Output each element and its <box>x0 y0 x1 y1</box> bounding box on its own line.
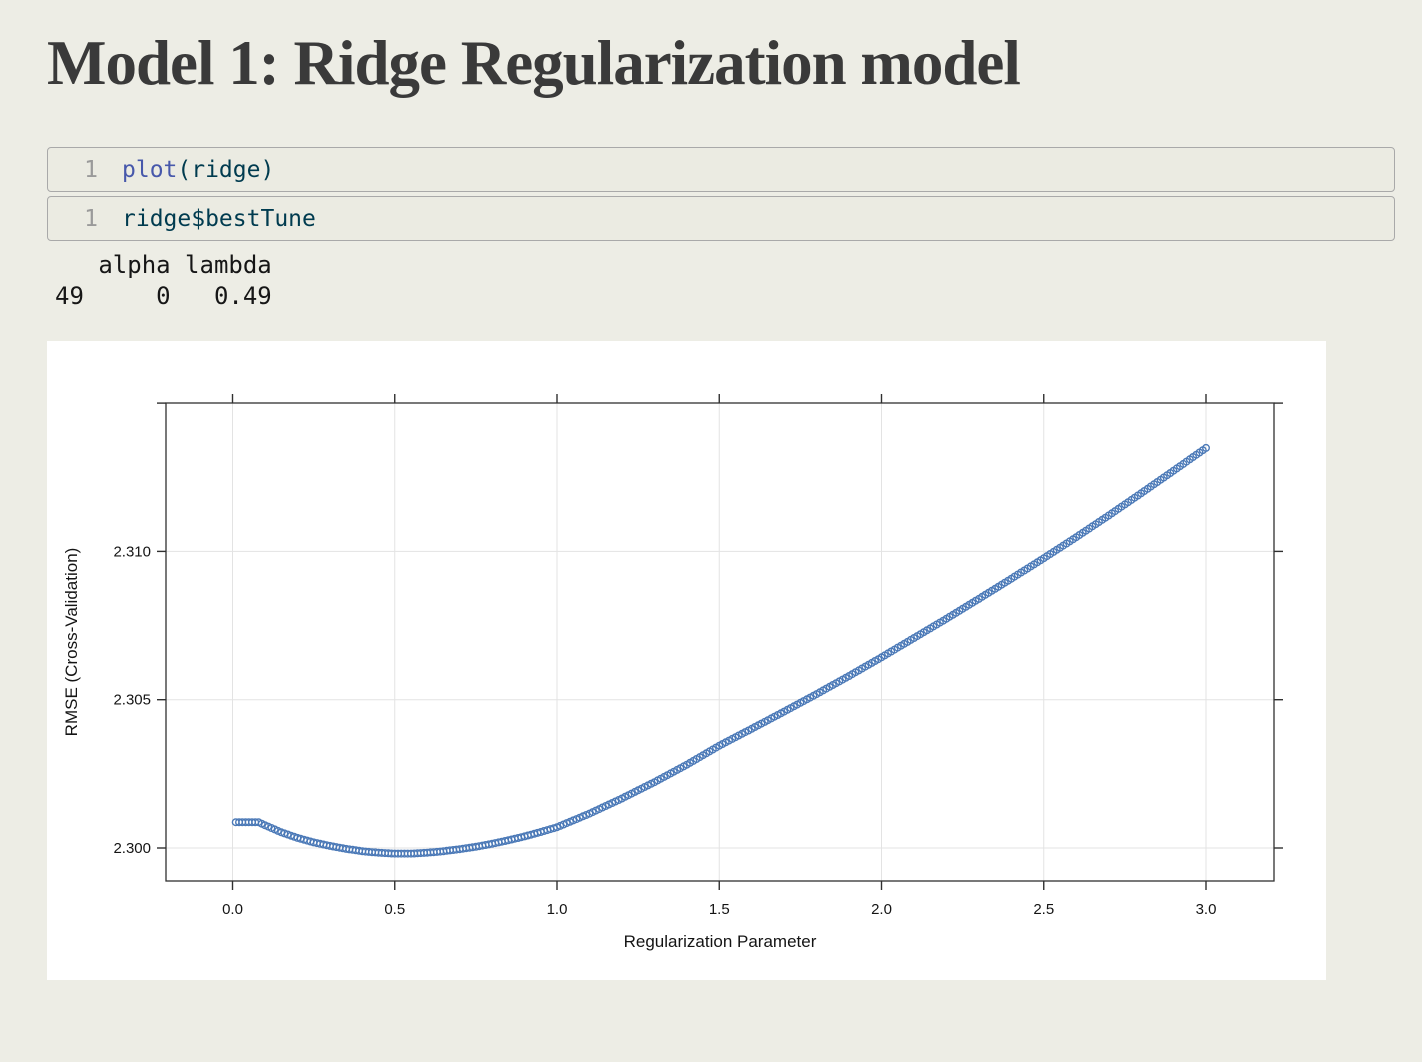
x-tick-label: 1.5 <box>709 901 730 918</box>
x-tick-label: 2.5 <box>1033 901 1054 918</box>
rmse-plot: 0.0 0.5 1.0 1.5 2.0 2.5 3.0 2.300 2.305 2.310 Regu… <box>62 394 1283 951</box>
page-title: Model 1: Ridge Regularization model <box>47 28 1021 98</box>
code-line: ridge$bestTune <box>122 206 316 232</box>
code-token-function: plot <box>122 156 178 183</box>
x-tick-label: 2.0 <box>871 901 892 918</box>
output-line-header: alpha lambda <box>55 251 272 279</box>
code-line-number: 1 <box>84 156 98 183</box>
code-token-plain: (ridge) <box>177 156 275 183</box>
code-line: plot(ridge) <box>122 157 274 183</box>
y-tick-label: 2.310 <box>113 543 151 560</box>
code-line-number: 1 <box>84 205 98 232</box>
rmse-plot-figure: 0.0 0.5 1.0 1.5 2.0 2.5 3.0 2.300 2.305 2.310 Regu… <box>47 341 1326 980</box>
output-line-values: 49 0 0.49 <box>55 282 272 310</box>
x-axis-title: Regularization Parameter <box>624 932 817 951</box>
code-output: alpha lambda 49 0 0.49 <box>55 250 272 312</box>
code-token-plain: ridge$bestTune <box>122 205 316 232</box>
axis-ticks <box>157 394 1283 890</box>
x-tick-label: 0.5 <box>384 901 405 918</box>
y-tick-label: 2.305 <box>113 692 151 709</box>
code-block-best-tune: 1 ridge$bestTune <box>47 196 1395 241</box>
grid-lines <box>166 403 1274 881</box>
x-tick-label: 3.0 <box>1196 901 1217 918</box>
data-points <box>231 443 1210 858</box>
x-tick-label: 1.0 <box>547 901 568 918</box>
plot-panel-border <box>165 402 1275 882</box>
y-tick-label: 2.300 <box>113 840 151 857</box>
x-tick-label: 0.0 <box>222 901 243 918</box>
code-block-plot-ridge: 1 plot(ridge) <box>47 147 1395 192</box>
axis-tick-labels: 0.0 0.5 1.0 1.5 2.0 2.5 3.0 2.300 2.305 2.310 <box>113 543 1216 918</box>
y-axis-title: RMSE (Cross-Validation) <box>62 548 81 737</box>
